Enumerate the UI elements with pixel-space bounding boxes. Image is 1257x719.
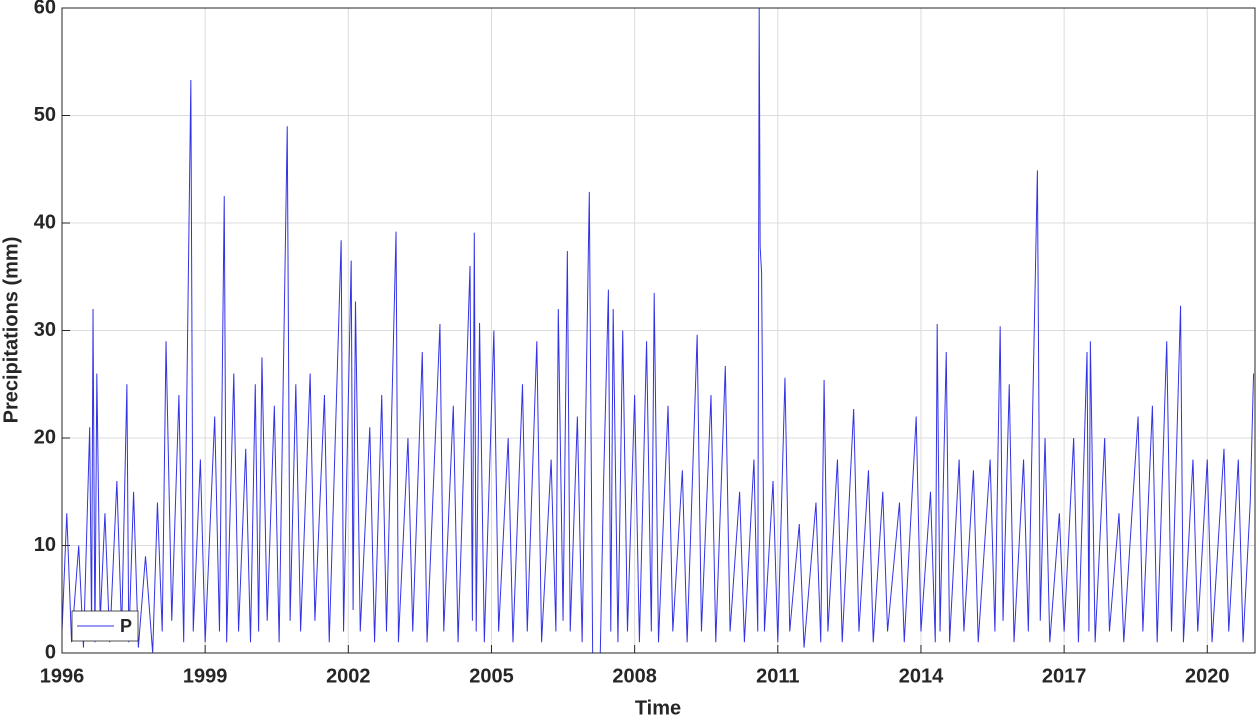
x-tick-label: 2011 xyxy=(756,665,799,687)
y-tick-label: 10 xyxy=(34,534,56,556)
y-tick-label: 0 xyxy=(45,641,56,663)
x-tick-label: 1996 xyxy=(40,665,85,687)
x-tick-label: 2002 xyxy=(326,665,371,687)
data-line xyxy=(61,7,1255,654)
x-tick-label: 2008 xyxy=(612,665,657,687)
y-tick-label: 50 xyxy=(34,104,56,126)
x-tick-label: 2014 xyxy=(899,665,944,687)
x-tick-label: 1999 xyxy=(183,665,228,687)
y-tick-label: 60 xyxy=(34,0,56,18)
legend-label: P xyxy=(120,616,132,636)
y-tick-label: 40 xyxy=(34,211,56,233)
axes-box xyxy=(61,7,1256,654)
y-tick-label: 30 xyxy=(34,319,56,341)
y-axis-label: Precipitations (mm) xyxy=(0,237,22,424)
x-tick-label: 2020 xyxy=(1185,665,1230,687)
y-tick-label: 20 xyxy=(34,426,56,448)
x-tick-label: 2005 xyxy=(469,665,514,687)
x-tick-label: 2017 xyxy=(1042,665,1087,687)
x-axis-label: Time xyxy=(635,697,681,719)
